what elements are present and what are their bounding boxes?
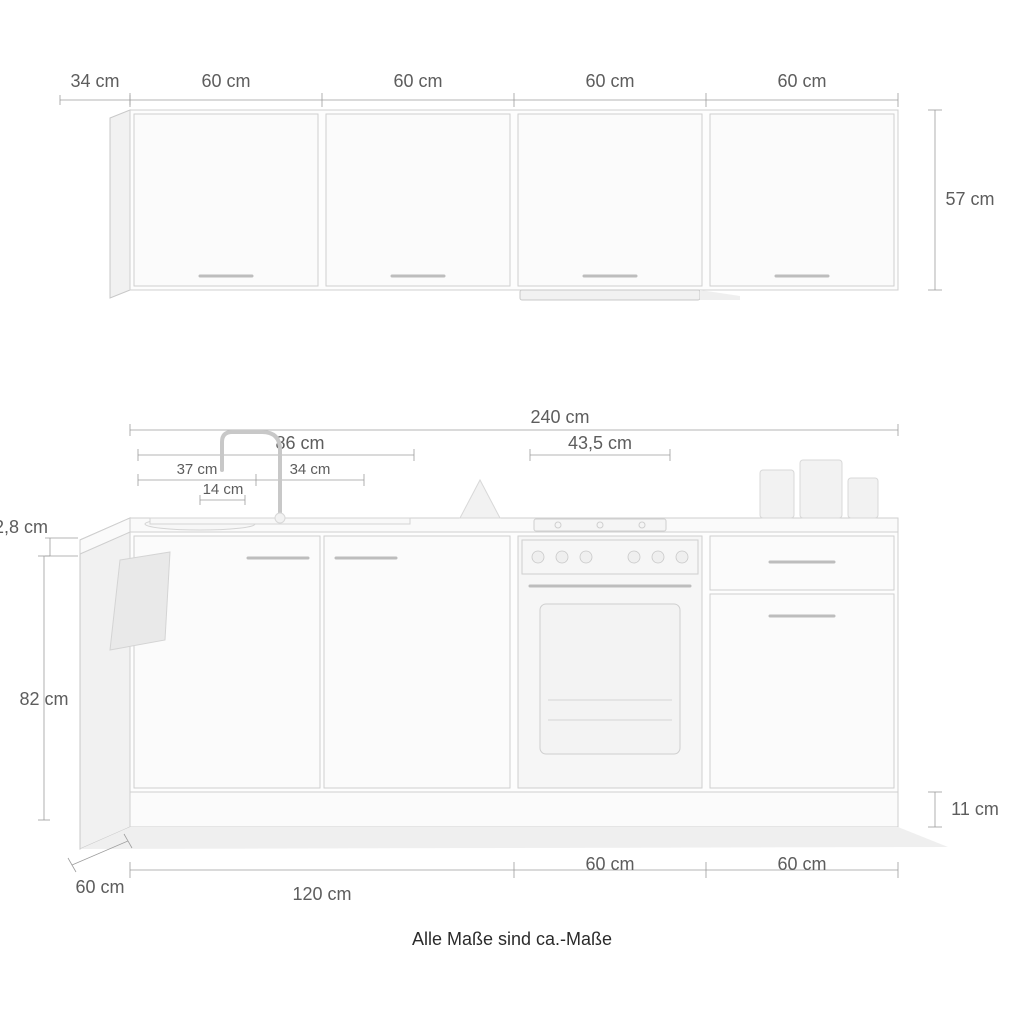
bottom-dimension-row: 120 cm 60 cm 60 cm — [130, 854, 898, 904]
dim-upper-w2: 60 cm — [393, 71, 442, 91]
dim-counter-overall: 240 cm — [530, 407, 589, 427]
dim-upper-w3: 60 cm — [585, 71, 634, 91]
top-dimension-row: 34 cm 60 cm 60 cm 60 cm 60 cm — [60, 71, 898, 107]
dim-lower-w3: 60 cm — [777, 854, 826, 874]
dim-hob: 43,5 cm — [568, 433, 632, 453]
dim-plinth: 11 cm — [951, 799, 999, 819]
oven — [518, 536, 702, 788]
dim-base-height: 82 cm — [19, 689, 68, 709]
dim-upper-w1: 60 cm — [201, 71, 250, 91]
dim-upper-height-label: 57 cm — [945, 189, 994, 209]
dim-sink-34: 34 cm — [290, 461, 331, 478]
dim-sink-86: 86 cm — [275, 433, 324, 453]
kitchen-dimension-diagram: 34 cm 60 cm 60 cm 60 cm 60 cm 57 cm — [0, 0, 1024, 1024]
dim-sink-14: 14 cm — [203, 481, 244, 498]
dim-upper-w4: 60 cm — [777, 71, 826, 91]
dim-counter-thickness: 2,8 cm — [0, 517, 48, 537]
footnote: Alle Maße sind ca.-Maße — [412, 929, 612, 949]
dim-lower-w1: 120 cm — [292, 884, 351, 904]
drawer-door-unit — [710, 536, 894, 788]
base-cabinets — [80, 532, 948, 849]
dim-base-depth: 60 cm — [75, 877, 124, 897]
right-plinth-dim: 11 cm — [928, 792, 999, 827]
dim-sink-37: 37 cm — [177, 461, 218, 478]
dim-lower-w2: 60 cm — [585, 854, 634, 874]
upper-cabinets — [110, 110, 898, 300]
dim-upper-depth: 34 cm — [70, 71, 119, 91]
dim-upper-height: 57 cm — [928, 110, 995, 290]
